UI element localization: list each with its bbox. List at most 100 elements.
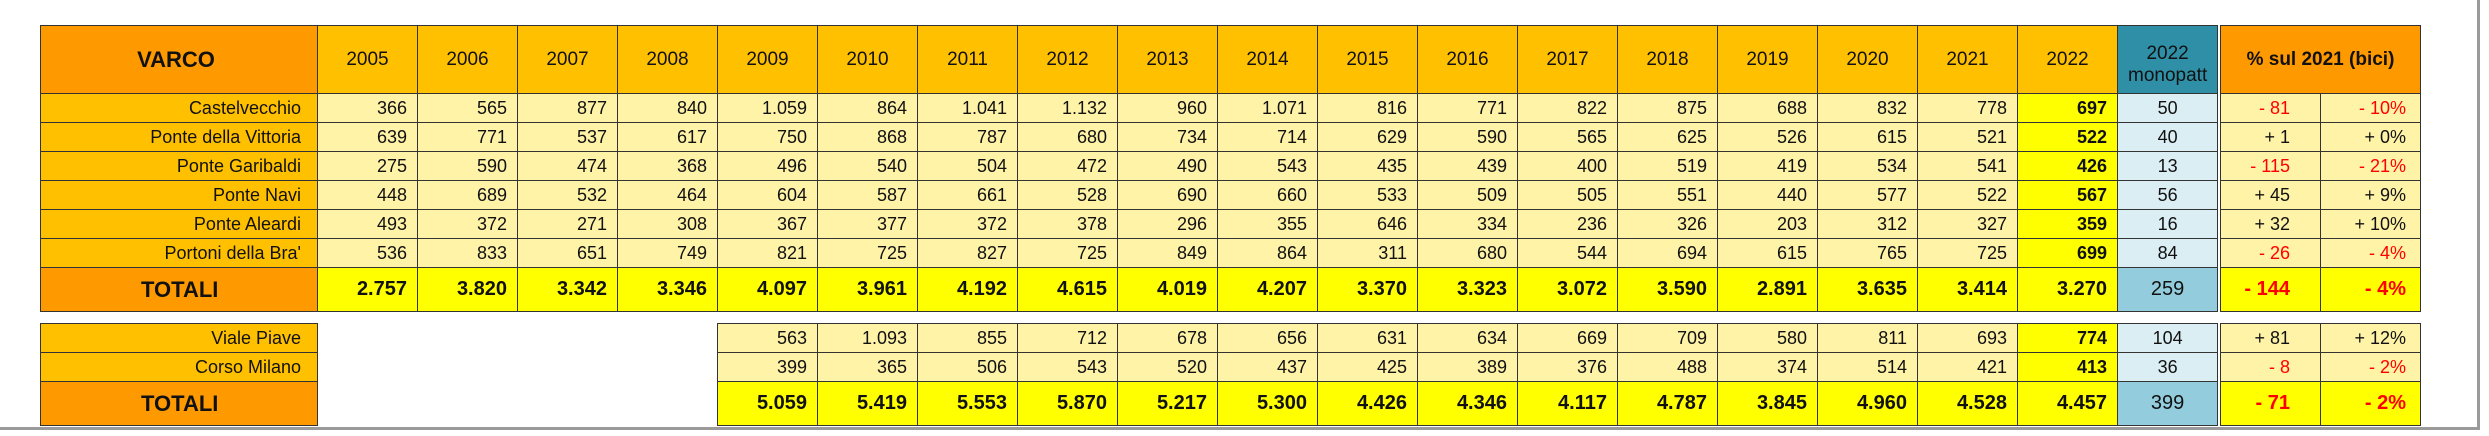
value-cell: 565 <box>417 93 518 123</box>
varco-name: Portoni della Bra' <box>40 238 318 268</box>
varco-name: Corso Milano <box>40 352 318 382</box>
empty-cell <box>518 353 618 382</box>
value-cell: 833 <box>417 238 518 268</box>
total-value: 5.217 <box>1117 381 1218 426</box>
value-cell: 536 <box>317 238 418 268</box>
pct-total: - 2% <box>2320 381 2421 426</box>
total-value: 4.528 <box>1917 381 2018 426</box>
pct-row: + 1 + 0% <box>2220 122 2421 152</box>
value-cell: 822 <box>1517 93 1618 123</box>
monopatt-cell: 36 <box>2116 352 2219 382</box>
value-cell: 660 <box>1217 180 1318 210</box>
totals-row: TOTALI 2.757 3.820 3.342 3.346 4.097 3.961 4.19… <box>40 267 2219 312</box>
value-cell: 778 <box>1917 93 2018 123</box>
monopatt-cell: 104 <box>2116 323 2219 353</box>
value-cell: 543 <box>1217 151 1318 181</box>
value-cell: 1.132 <box>1017 93 1118 123</box>
year-header: 2012 <box>1017 25 1118 94</box>
monopatt-cell: 50 <box>2116 93 2219 123</box>
total-value: 5.059 <box>717 381 818 426</box>
value-cell: 368 <box>617 151 718 181</box>
value-cell: 236 <box>1517 209 1618 239</box>
spacer-cell <box>2221 312 2421 324</box>
total-value: 2.757 <box>317 267 418 312</box>
varco-name: Ponte Navi <box>40 180 318 210</box>
diff-cell: + 32 <box>2220 209 2321 239</box>
empty-cell <box>518 324 618 353</box>
value-cell: 580 <box>1717 323 1818 353</box>
value-cell: 271 <box>517 209 618 239</box>
pct-row: - 115- 21% <box>2220 151 2421 181</box>
value-cell: 275 <box>317 151 418 181</box>
total-value: 5.870 <box>1017 381 1118 426</box>
value-cell: 421 <box>1917 352 2018 382</box>
year-header: 2016 <box>1417 25 1518 94</box>
value-cell-current: 413 <box>2017 352 2118 382</box>
value-cell: 694 <box>1617 238 1718 268</box>
value-cell: 765 <box>1817 238 1918 268</box>
monopatt-label: monopatt <box>2128 64 2208 86</box>
pct-cell: - 2% <box>2320 352 2421 382</box>
empty-cell <box>618 324 718 353</box>
value-cell: 587 <box>817 180 918 210</box>
total-value: 4.192 <box>917 267 1018 312</box>
total-value: 4.207 <box>1217 267 1318 312</box>
value-cell: 372 <box>917 209 1018 239</box>
empty-cell <box>318 382 418 426</box>
value-cell: 311 <box>1317 238 1418 268</box>
year-header: 2007 <box>517 25 618 94</box>
total-value: 3.346 <box>617 267 718 312</box>
pct-row: - 81- 10% <box>2220 93 2421 123</box>
pct-row: + 45 + 9% <box>2220 180 2421 210</box>
value-cell: 787 <box>917 122 1018 152</box>
value-cell: 419 <box>1717 151 1818 181</box>
value-cell: 750 <box>717 122 818 152</box>
value-cell: 811 <box>1817 323 1918 353</box>
value-cell: 372 <box>417 209 518 239</box>
value-cell: 563 <box>717 323 818 353</box>
total-value: 4.426 <box>1317 381 1418 426</box>
value-cell: 488 <box>1617 352 1718 382</box>
value-cell: 725 <box>1017 238 1118 268</box>
value-cell: 472 <box>1017 151 1118 181</box>
totals-label: TOTALI <box>40 267 318 312</box>
value-cell: 551 <box>1617 180 1718 210</box>
value-cell: 326 <box>1617 209 1718 239</box>
value-cell: 855 <box>917 323 1018 353</box>
monopatt-total: 399 <box>2116 381 2219 426</box>
value-cell: 864 <box>1217 238 1318 268</box>
year-header: 2009 <box>717 25 818 94</box>
empty-cell <box>618 382 718 426</box>
empty-cell <box>418 353 518 382</box>
value-cell: 522 <box>1917 180 2018 210</box>
table-row: Ponte Navi 448 689 532 464 604 587 661 528 690 660… <box>40 180 2219 210</box>
value-cell: 366 <box>317 93 418 123</box>
value-cell: 520 <box>1117 352 1218 382</box>
total-value: 3.845 <box>1717 381 1818 426</box>
pct-cell: - 21% <box>2320 151 2421 181</box>
value-cell: 690 <box>1117 180 1218 210</box>
value-cell: 590 <box>417 151 518 181</box>
total-value: 3.072 <box>1517 267 1618 312</box>
value-cell-current: 522 <box>2017 122 2118 152</box>
table-row: Ponte della Vittoria 639 771 537 617 750 868 78… <box>40 122 2219 152</box>
value-cell: 528 <box>1017 180 1118 210</box>
value-cell: 709 <box>1617 323 1718 353</box>
table-row: Corso Milano 399 365 506 543 520 437 425 389 376 4… <box>40 352 2219 382</box>
value-cell: 514 <box>1817 352 1918 382</box>
value-cell: 493 <box>317 209 418 239</box>
table-row: Viale Piave 563 1.093 855 712 678 656 631 634 669… <box>40 323 2219 353</box>
value-cell: 505 <box>1517 180 1618 210</box>
empty-cell <box>418 324 518 353</box>
year-header: 2017 <box>1517 25 1618 94</box>
year-header: 2021 <box>1917 25 2018 94</box>
pct-cell: - 4% <box>2320 238 2421 268</box>
pct-row: + 81 + 12% <box>2220 323 2421 353</box>
monopatt-total: 259 <box>2116 267 2219 312</box>
pct-cell: + 10% <box>2320 209 2421 239</box>
value-cell: 312 <box>1817 209 1918 239</box>
value-cell: 532 <box>517 180 618 210</box>
total-value: 4.019 <box>1117 267 1218 312</box>
year-header: 2020 <box>1817 25 1918 94</box>
varco-header: VARCO <box>40 25 318 94</box>
